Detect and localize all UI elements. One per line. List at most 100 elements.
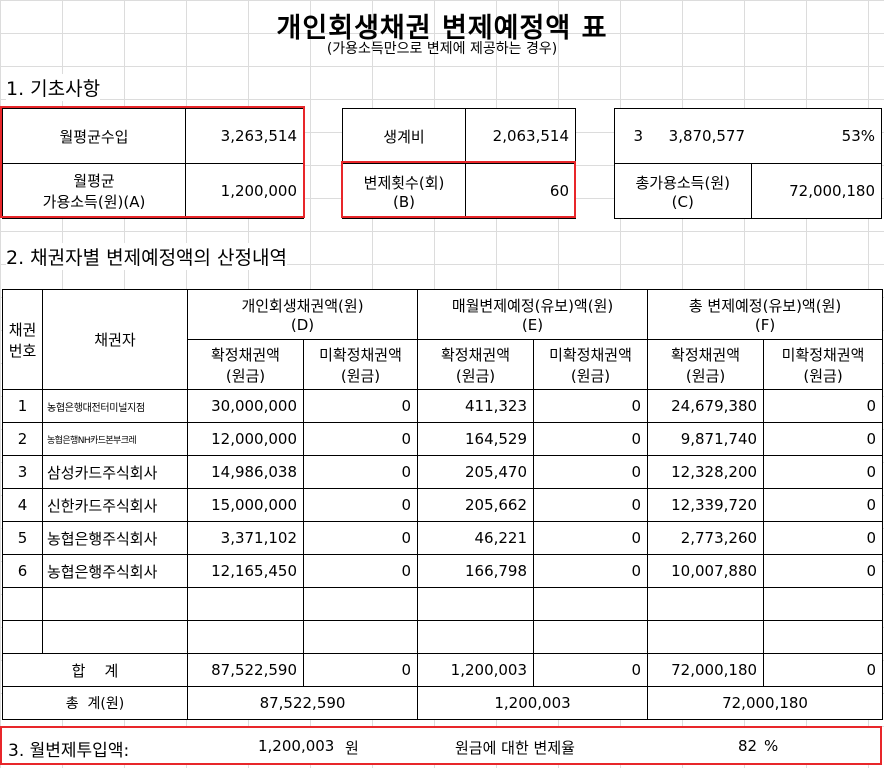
table-row: 3 삼성카드주식회사 14,986,038 0 205,470 0 12,328… — [2, 455, 884, 489]
row-d-confirmed[interactable]: 15,000,000 — [187, 488, 304, 522]
total-disposable-label-line2: (C) — [671, 192, 694, 211]
row-f-confirmed[interactable]: 24,679,380 — [647, 389, 765, 423]
empty-cell[interactable] — [763, 587, 884, 621]
row-e-unconfirmed[interactable]: 0 — [533, 422, 649, 456]
sub-header-e-unconfirmed: 미확정채권액 (원금) — [533, 339, 649, 390]
empty-cell[interactable] — [647, 620, 765, 654]
row-d-confirmed[interactable]: 3,371,102 — [187, 521, 304, 555]
row-d-unconfirmed[interactable]: 0 — [302, 422, 419, 456]
empty-cell[interactable] — [533, 587, 649, 621]
empty-cell[interactable] — [187, 587, 304, 621]
row-e-confirmed[interactable]: 46,221 — [417, 521, 535, 555]
empty-cell[interactable] — [42, 587, 188, 621]
row-creditor[interactable]: 삼성카드주식회사 — [42, 455, 188, 489]
row-e-confirmed[interactable]: 164,529 — [417, 422, 535, 456]
empty-cell[interactable] — [647, 587, 765, 621]
table-row: 2 농협은행NH카드본부크레 12,000,000 0 164,529 0 9,… — [2, 422, 884, 456]
row-f-unconfirmed[interactable]: 0 — [763, 488, 884, 522]
row-creditor[interactable]: 농협은행NH카드본부크레 — [42, 422, 188, 456]
sub-header-e-confirmed: 확정채권액 (원금) — [417, 339, 535, 390]
group-e-line1: 매월변제예정(유보)액(원) — [451, 297, 614, 315]
row-e-unconfirmed[interactable]: 0 — [533, 455, 649, 489]
empty-cell[interactable] — [302, 587, 419, 621]
monthly-amount-unit: 원 — [345, 739, 359, 757]
section1-heading: 1. 기초사항 — [6, 74, 101, 101]
row-e-confirmed[interactable]: 166,798 — [417, 554, 535, 588]
right-a-value[interactable]: 3 — [614, 108, 649, 164]
row-d-confirmed[interactable]: 12,165,450 — [187, 554, 304, 588]
row-f-unconfirmed[interactable]: 0 — [763, 554, 884, 588]
row-d-unconfirmed[interactable]: 0 — [302, 554, 419, 588]
group-f-line1: 총 변제예정(유보)액(원) — [688, 297, 842, 315]
right-c-value[interactable]: 53% — [751, 108, 882, 164]
total-d[interactable]: 87,522,590 — [186, 686, 419, 720]
row-d-confirmed[interactable]: 14,986,038 — [187, 455, 304, 489]
monthly-amount-value[interactable]: 1,200,003 — [258, 737, 335, 755]
col-no-header: 채권 번호 — [2, 289, 43, 390]
row-e-unconfirmed[interactable]: 0 — [533, 554, 649, 588]
rate-value[interactable]: 82 — [738, 737, 758, 755]
sub-header-d-unconfirmed: 미확정채권액 (원금) — [302, 339, 419, 390]
row-f-confirmed[interactable]: 9,871,740 — [647, 422, 765, 456]
empty-cell[interactable] — [2, 620, 43, 654]
row-d-confirmed[interactable]: 12,000,000 — [187, 422, 304, 456]
col-no-line2: 번호 — [8, 341, 37, 360]
row-e-unconfirmed[interactable]: 0 — [533, 488, 649, 522]
empty-cell[interactable] — [417, 587, 535, 621]
sum-d-unconfirmed[interactable]: 0 — [302, 653, 419, 687]
disposable-income-value[interactable]: 1,200,000 — [185, 163, 304, 219]
empty-cell[interactable] — [187, 620, 304, 654]
row-d-unconfirmed[interactable]: 0 — [302, 488, 419, 522]
sum-d-confirmed[interactable]: 87,522,590 — [187, 653, 304, 687]
sum-e-unconfirmed[interactable]: 0 — [533, 653, 649, 687]
total-label: 총 계(원) — [2, 686, 188, 720]
total-disposable-value[interactable]: 72,000,180 — [750, 163, 882, 219]
col-creditor-header: 채권자 — [42, 289, 188, 390]
row-d-unconfirmed[interactable]: 0 — [302, 521, 419, 555]
group-f-line2: (F) — [754, 316, 776, 334]
empty-cell[interactable] — [533, 620, 649, 654]
empty-cell[interactable] — [763, 620, 884, 654]
row-e-unconfirmed[interactable]: 0 — [533, 389, 649, 423]
row-creditor[interactable]: 농협은행대전터미널지점 — [42, 389, 188, 423]
disposable-label-line1: 월평균 — [73, 172, 115, 190]
row-e-confirmed[interactable]: 205,662 — [417, 488, 535, 522]
monthly-income-label: 월평균수입 — [2, 108, 186, 164]
row-d-unconfirmed[interactable]: 0 — [302, 389, 419, 423]
empty-cell[interactable] — [302, 620, 419, 654]
table-row: 1 농협은행대전터미널지점 30,000,000 0 411,323 0 24,… — [2, 389, 884, 423]
row-f-unconfirmed[interactable]: 0 — [763, 455, 884, 489]
group-e-header: 매월변제예정(유보)액(원) (E) — [417, 289, 649, 340]
row-f-confirmed[interactable]: 2,773,260 — [647, 521, 765, 555]
row-creditor[interactable]: 농협은행주식회사 — [42, 521, 188, 555]
row-f-unconfirmed[interactable]: 0 — [763, 389, 884, 423]
row-creditor[interactable]: 농협은행주식회사 — [42, 554, 188, 588]
right-b-value[interactable]: 3,870,577 — [649, 108, 751, 164]
sum-f-confirmed[interactable]: 72,000,180 — [647, 653, 765, 687]
monthly-income-value[interactable]: 3,263,514 — [185, 108, 304, 164]
total-f[interactable]: 72,000,180 — [647, 686, 884, 720]
row-e-confirmed[interactable]: 205,470 — [417, 455, 535, 489]
row-f-confirmed[interactable]: 12,328,200 — [647, 455, 765, 489]
row-d-unconfirmed[interactable]: 0 — [302, 455, 419, 489]
living-cost-value[interactable]: 2,063,514 — [465, 108, 576, 164]
row-f-confirmed[interactable]: 10,007,880 — [647, 554, 765, 588]
total-e[interactable]: 1,200,003 — [417, 686, 649, 720]
empty-cell[interactable] — [2, 587, 43, 621]
repay-count-value[interactable]: 60 — [465, 163, 576, 219]
row-creditor[interactable]: 신한카드주식회사 — [42, 488, 188, 522]
group-d-header: 개인회생채권액(원) (D) — [186, 289, 419, 340]
row-e-unconfirmed[interactable]: 0 — [533, 521, 649, 555]
empty-cell[interactable] — [42, 620, 188, 654]
row-f-unconfirmed[interactable]: 0 — [763, 422, 884, 456]
row-f-confirmed[interactable]: 12,339,720 — [647, 488, 765, 522]
row-d-confirmed[interactable]: 30,000,000 — [187, 389, 304, 423]
table-row: 6 농협은행주식회사 12,165,450 0 166,798 0 10,007… — [2, 554, 884, 588]
empty-cell[interactable] — [417, 620, 535, 654]
row-f-unconfirmed[interactable]: 0 — [763, 521, 884, 555]
row-no: 6 — [2, 554, 43, 588]
sum-f-unconfirmed[interactable]: 0 — [763, 653, 884, 687]
sum-e-confirmed[interactable]: 1,200,003 — [417, 653, 535, 687]
group-d-line2: (D) — [290, 316, 315, 334]
row-e-confirmed[interactable]: 411,323 — [417, 389, 535, 423]
